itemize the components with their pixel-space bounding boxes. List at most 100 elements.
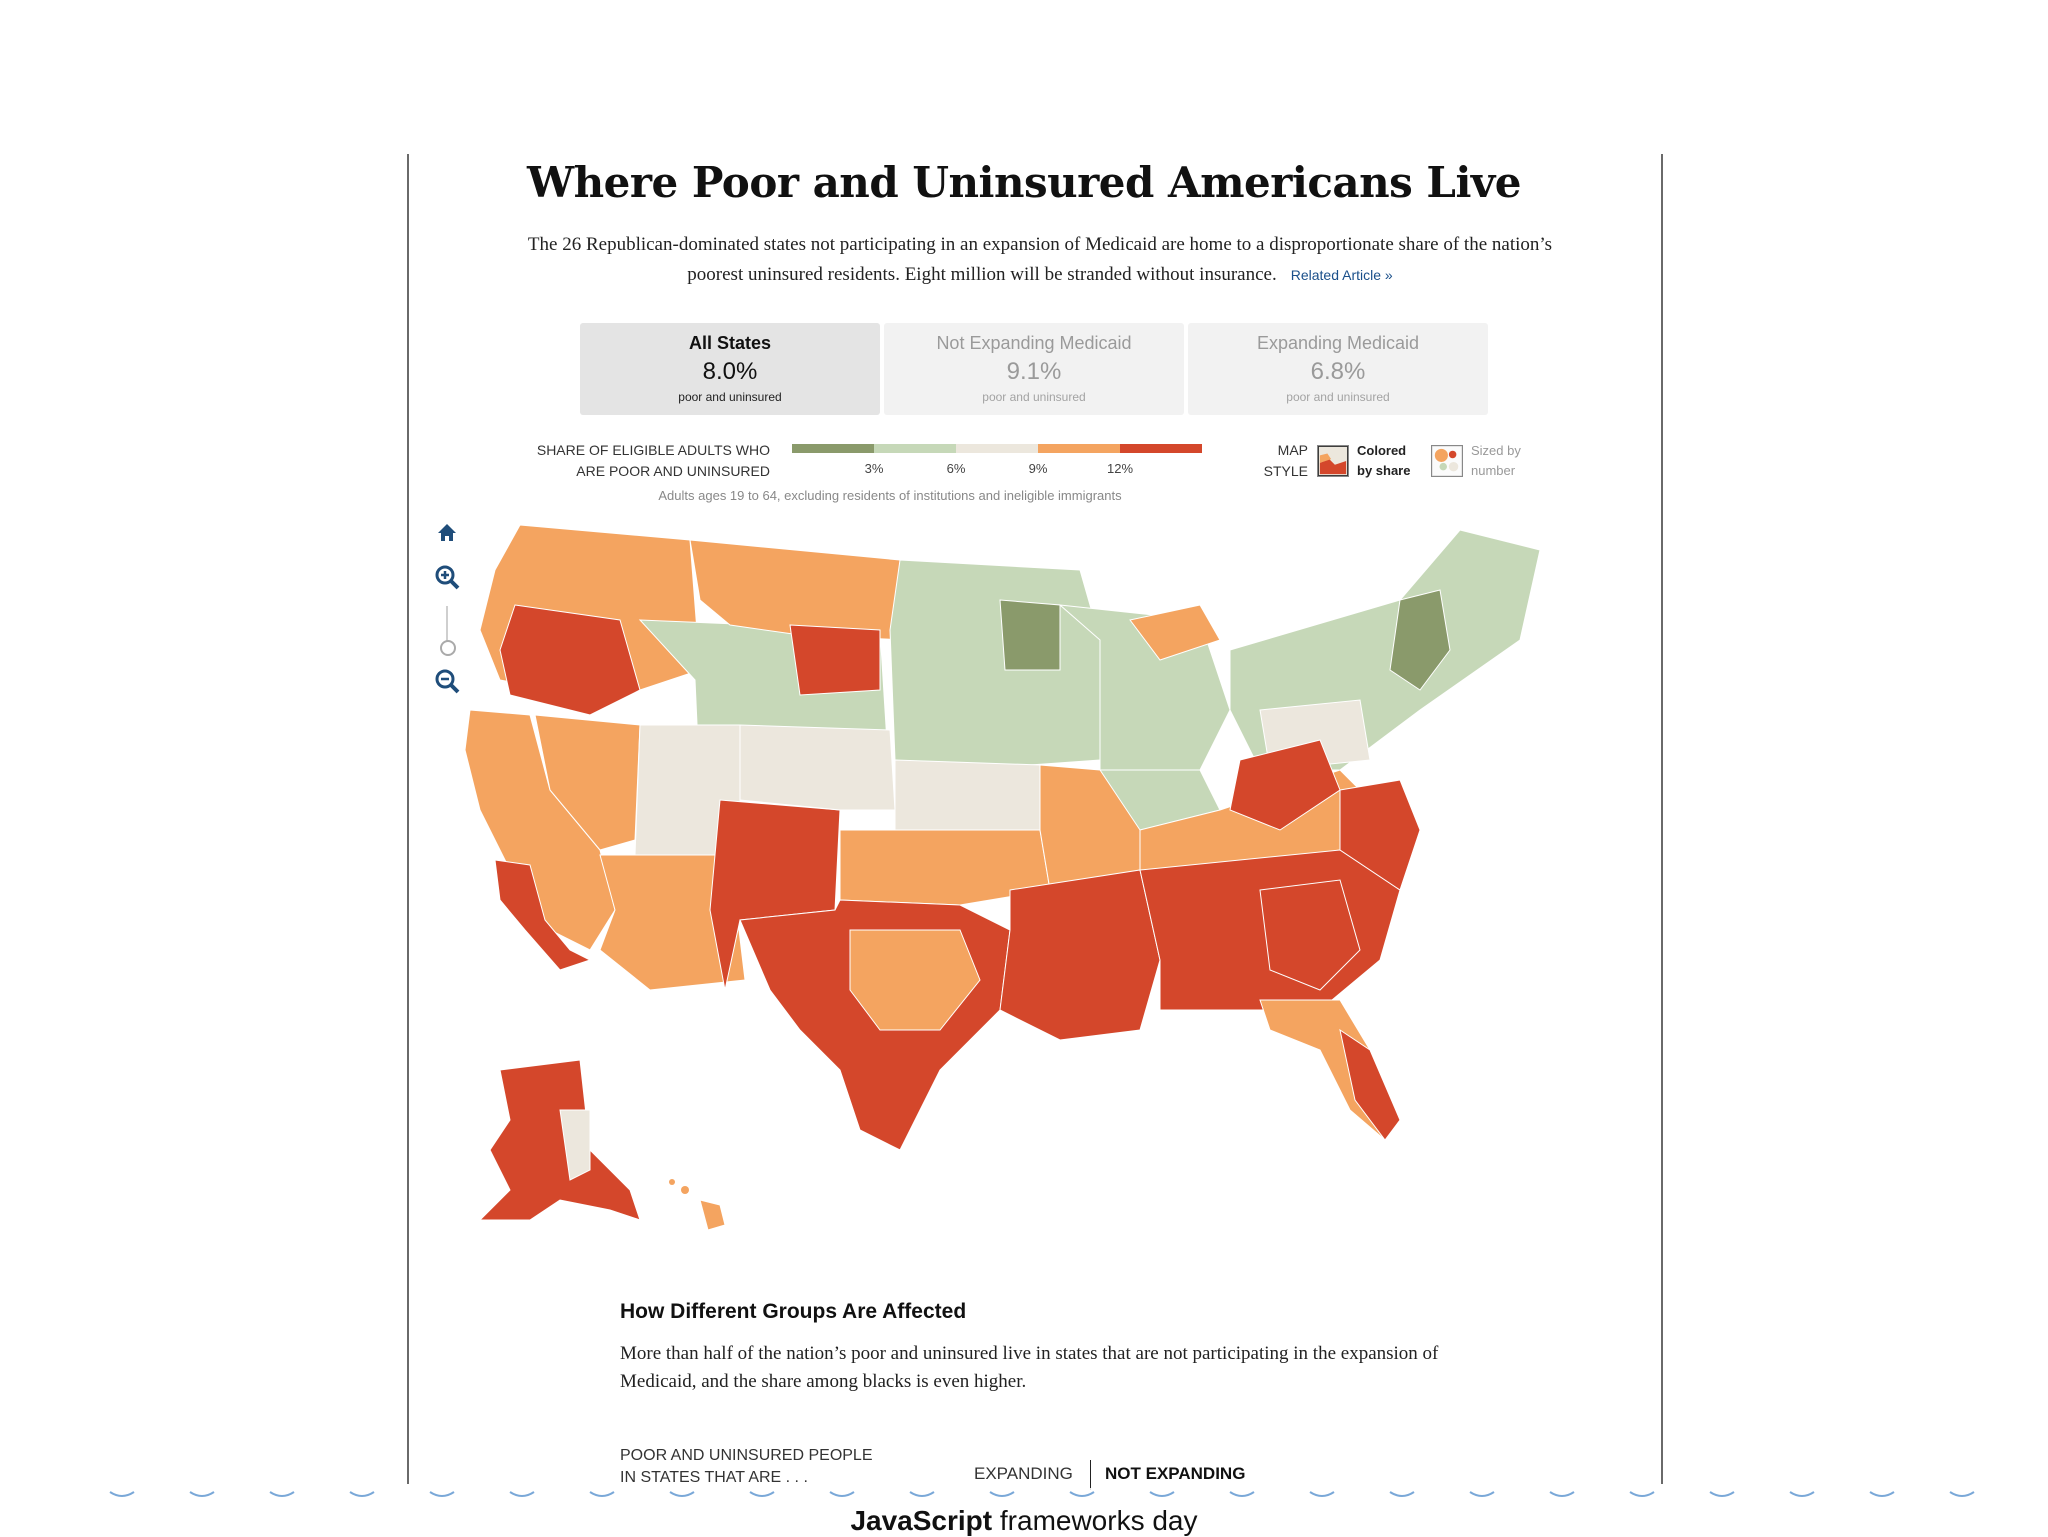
intro-text: The 26 Republican-dominated states not p… bbox=[527, 234, 1553, 285]
tab-label: All States bbox=[688, 333, 772, 353]
wave-mark bbox=[189, 1491, 215, 1497]
sub-label-line: POOR AND UNINSURED PEOPLE bbox=[620, 1447, 873, 1464]
wave-mark bbox=[1549, 1491, 1575, 1497]
sub-label: POOR AND UNINSURED PEOPLE IN STATES THAT… bbox=[620, 1445, 873, 1489]
tab-all-states[interactable]: All States 8.0% poor and uninsured bbox=[580, 323, 880, 415]
legend-label-line: SHARE OF ELIGIBLE ADULTS WHO bbox=[536, 442, 770, 458]
map-region-hawaii-island bbox=[669, 1179, 675, 1185]
wave-mark bbox=[109, 1491, 135, 1497]
wave-mark bbox=[349, 1491, 375, 1497]
map-style-colored-by-share[interactable]: Colored by share bbox=[1317, 441, 1410, 481]
color-scale-step bbox=[1038, 444, 1120, 453]
color-scale-step bbox=[874, 444, 956, 453]
map-style-sized-by-number[interactable]: Sized by number bbox=[1431, 441, 1521, 481]
map-region-nevada bbox=[534, 714, 641, 851]
wave-mark bbox=[1709, 1491, 1735, 1497]
zoom-slider[interactable] bbox=[432, 606, 462, 656]
map-region-new-england-dark bbox=[1389, 589, 1451, 691]
tab-label: Expanding Medicaid bbox=[1256, 333, 1420, 353]
map-region-oklahoma-orange bbox=[839, 829, 1051, 906]
option-label-line: Colored bbox=[1357, 443, 1407, 458]
wave-mark bbox=[1469, 1491, 1495, 1497]
wave-mark bbox=[829, 1491, 855, 1497]
tab-sublabel: poor and uninsured bbox=[1286, 390, 1390, 404]
wave-mark bbox=[1309, 1491, 1335, 1497]
zoom-slider-track bbox=[446, 606, 448, 644]
color-scale-step bbox=[792, 444, 874, 453]
tab-value: 6.8% bbox=[1310, 358, 1366, 385]
zoom-controls bbox=[432, 518, 462, 710]
map-region-arkansas-louisiana-red bbox=[999, 869, 1161, 1041]
color-scale-step bbox=[1120, 444, 1202, 453]
tab-sublabel: poor and uninsured bbox=[982, 390, 1086, 404]
toggle-expanding[interactable]: EXPANDING bbox=[974, 1464, 1073, 1483]
wave-divider bbox=[109, 1491, 1975, 1497]
sized-by-number-icon bbox=[1431, 445, 1463, 477]
zoom-out-icon[interactable] bbox=[432, 666, 462, 696]
sub-label-line: IN STATES THAT ARE . . . bbox=[620, 1469, 808, 1486]
map-region-colorado-gray bbox=[739, 724, 896, 811]
intro-paragraph: The 26 Republican-dominated states not p… bbox=[500, 230, 1580, 290]
map-region-minnesota-dark bbox=[999, 599, 1061, 671]
wave-mark bbox=[1629, 1491, 1655, 1497]
section-text: More than half of the nation’s poor and … bbox=[620, 1343, 1439, 1392]
wave-mark bbox=[1229, 1491, 1255, 1497]
colored-by-share-icon bbox=[1317, 445, 1349, 477]
wave-mark bbox=[509, 1491, 535, 1497]
map-region-michigan-orange bbox=[1129, 604, 1221, 661]
legend-note: Adults ages 19 to 64, excluding resident… bbox=[658, 488, 1122, 503]
map-region-carolinas-red bbox=[1339, 779, 1421, 891]
footer-brand-rest: frameworks day bbox=[992, 1505, 1198, 1536]
map-style-label-line: STYLE bbox=[1263, 463, 1308, 479]
map-region-alaska bbox=[478, 1059, 641, 1221]
wave-mark bbox=[429, 1491, 455, 1497]
map-style-label-line: MAP bbox=[1277, 442, 1308, 458]
tab-value: 9.1% bbox=[1006, 358, 1062, 385]
tab-expanding[interactable]: Expanding Medicaid 6.8% poor and uninsur… bbox=[1188, 323, 1488, 415]
map-region-georgia-red bbox=[1259, 879, 1361, 991]
related-article-link[interactable]: Related Article » bbox=[1290, 267, 1393, 283]
wave-mark bbox=[1949, 1491, 1975, 1497]
slide-fade-overlay bbox=[0, 1488, 2048, 1536]
wave-mark bbox=[669, 1491, 695, 1497]
state-filter-tabs: All States 8.0% poor and uninsured Not E… bbox=[580, 323, 1488, 415]
wave-mark bbox=[1389, 1491, 1415, 1497]
toggle-divider bbox=[1090, 1460, 1091, 1490]
option-label-line: number bbox=[1471, 463, 1516, 478]
color-scale-tick: 12% bbox=[1106, 461, 1134, 476]
color-scale-ticks: 3% 6% 9% 12% bbox=[792, 461, 1202, 479]
map-region-california-red bbox=[494, 859, 592, 971]
color-scale bbox=[792, 444, 1202, 453]
map-region-hawaii bbox=[699, 1199, 726, 1231]
wave-mark bbox=[1869, 1491, 1895, 1497]
color-scale-tick: 3% bbox=[864, 461, 884, 476]
map-region-hawaii-island bbox=[681, 1186, 689, 1194]
footer-brand: JavaScript frameworks day bbox=[0, 1505, 2048, 1537]
footer-brand-bold: JavaScript bbox=[850, 1505, 993, 1536]
map-region-plains-green bbox=[889, 559, 1101, 771]
legend-label-line: ARE POOR AND UNINSURED bbox=[576, 463, 770, 479]
tab-sublabel: poor and uninsured bbox=[678, 390, 782, 404]
color-scale-tick: 6% bbox=[946, 461, 966, 476]
toggle-not-expanding[interactable]: NOT EXPANDING bbox=[1105, 1464, 1246, 1483]
section-title: How Different Groups Are Affected bbox=[620, 1300, 967, 1323]
wave-mark bbox=[1789, 1491, 1815, 1497]
us-county-map[interactable] bbox=[440, 510, 1640, 1250]
map-region-texas-orange bbox=[849, 929, 981, 1031]
tab-value: 8.0% bbox=[702, 358, 758, 385]
wave-mark bbox=[1149, 1491, 1175, 1497]
wave-mark bbox=[589, 1491, 615, 1497]
tab-label: Not Expanding Medicaid bbox=[936, 333, 1132, 353]
option-label-line: by share bbox=[1357, 463, 1411, 478]
zoom-slider-knob[interactable] bbox=[440, 640, 456, 656]
zoom-in-icon[interactable] bbox=[432, 562, 462, 592]
wave-mark bbox=[269, 1491, 295, 1497]
wave-mark bbox=[909, 1491, 935, 1497]
map-region-oregon-idaho-red bbox=[499, 604, 641, 716]
map-region-appalachia-red bbox=[1229, 739, 1341, 831]
color-scale-tick: 9% bbox=[1028, 461, 1048, 476]
tab-not-expanding[interactable]: Not Expanding Medicaid 9.1% poor and uni… bbox=[884, 323, 1184, 415]
wave-mark bbox=[989, 1491, 1015, 1497]
home-icon[interactable] bbox=[432, 518, 462, 548]
page-title: Where Poor and Uninsured Americans Live bbox=[526, 158, 1522, 207]
